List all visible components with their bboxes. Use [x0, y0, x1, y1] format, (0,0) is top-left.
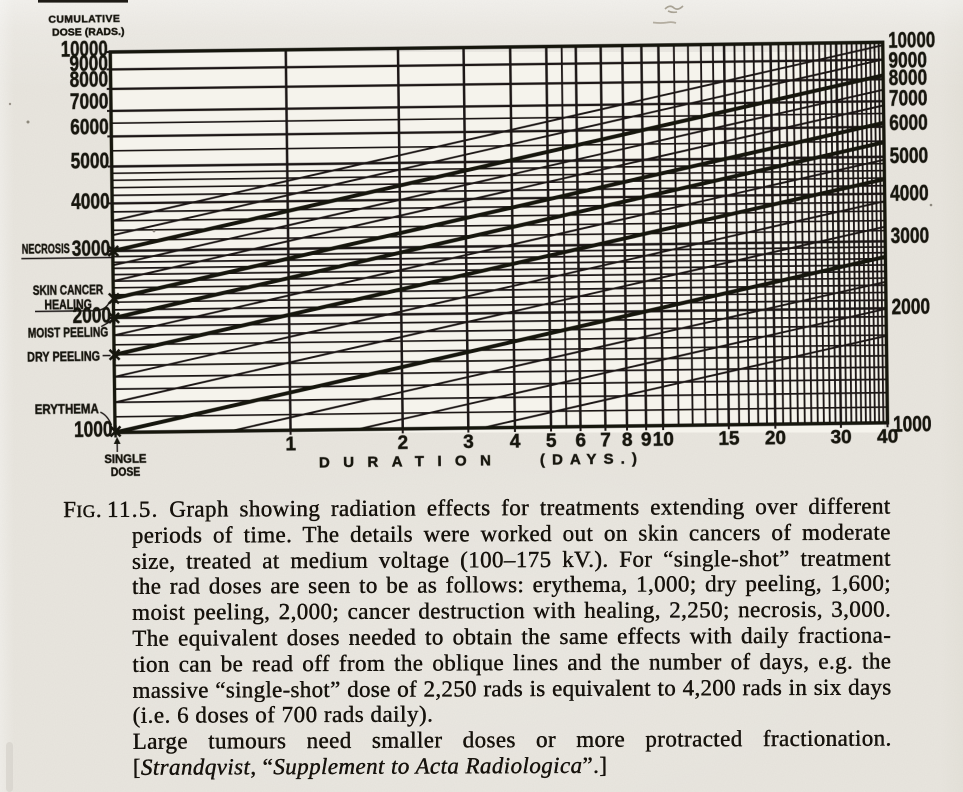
svg-text:6000: 6000 — [889, 110, 928, 135]
svg-text:10: 10 — [653, 430, 674, 451]
svg-text:3000: 3000 — [890, 223, 929, 248]
svg-text:DOSE (RADS.): DOSE (RADS.) — [52, 26, 125, 39]
svg-text:10000: 10000 — [888, 27, 935, 53]
svg-text:5000: 5000 — [70, 148, 109, 173]
svg-text:9000: 9000 — [69, 50, 108, 75]
svg-text:DOSE: DOSE — [111, 464, 141, 478]
svg-text:10000: 10000 — [61, 36, 108, 62]
svg-text:2: 2 — [397, 433, 408, 454]
svg-text:4000: 4000 — [890, 180, 929, 205]
svg-text:7: 7 — [600, 430, 611, 451]
svg-text:8: 8 — [622, 430, 633, 451]
svg-text:40: 40 — [877, 427, 898, 448]
svg-text:7000: 7000 — [70, 88, 109, 113]
svg-text:8000: 8000 — [888, 65, 927, 90]
svg-text:6000: 6000 — [70, 114, 109, 139]
svg-text:30: 30 — [830, 427, 851, 448]
svg-text:1: 1 — [285, 434, 296, 455]
svg-text:DURATION: DURATION — [319, 452, 491, 471]
svg-text:3: 3 — [463, 432, 474, 453]
svg-text:2000: 2000 — [891, 294, 930, 319]
svg-text:HEALING: HEALING — [44, 297, 92, 313]
svg-text:9000: 9000 — [888, 47, 927, 72]
svg-text:NECROSIS: NECROSIS — [22, 241, 70, 257]
svg-text:DRY PEELING: DRY PEELING — [27, 348, 100, 364]
svg-text:SKIN CANCER: SKIN CANCER — [33, 282, 104, 298]
svg-text:SINGLE: SINGLE — [104, 451, 146, 466]
svg-text:15: 15 — [718, 429, 740, 450]
svg-text:5: 5 — [546, 431, 557, 452]
svg-text:2000: 2000 — [72, 303, 111, 328]
svg-text:1000: 1000 — [893, 411, 932, 436]
svg-text:5000: 5000 — [889, 143, 928, 168]
svg-text:4: 4 — [510, 432, 521, 453]
svg-text:8000: 8000 — [69, 67, 108, 92]
svg-text:CUMULATIVE: CUMULATIVE — [48, 13, 120, 26]
svg-text:9: 9 — [641, 430, 652, 451]
svg-text:4000: 4000 — [71, 189, 110, 214]
svg-text:(DAYS.): (DAYS.) — [540, 450, 637, 468]
svg-text:ERYTHEMA: ERYTHEMA — [35, 401, 99, 417]
svg-text:20: 20 — [765, 428, 786, 449]
svg-text:6: 6 — [575, 431, 586, 452]
svg-text:7000: 7000 — [889, 85, 928, 110]
svg-text:1000: 1000 — [74, 416, 113, 441]
svg-text:3000: 3000 — [72, 235, 111, 260]
svg-text:MOIST PEELING: MOIST PEELING — [28, 324, 109, 340]
